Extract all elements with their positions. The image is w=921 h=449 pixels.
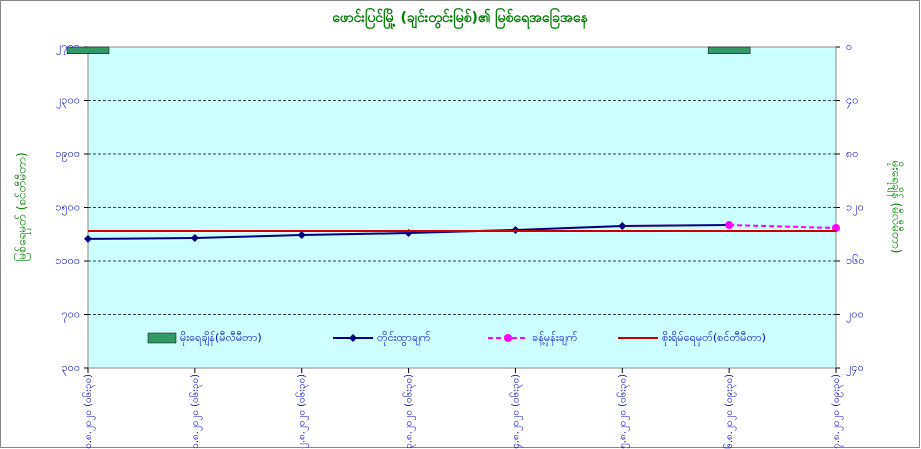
y-tick-label: ၂၃၀၀ bbox=[56, 94, 80, 109]
plot-area bbox=[87, 46, 837, 369]
legend-marker bbox=[504, 334, 512, 342]
point bbox=[725, 221, 734, 230]
y-tick-label: ၁၅၀၀ bbox=[55, 201, 80, 216]
y2-axis-label: မိုးရေချိန် (မီလီမီတာ) bbox=[887, 161, 905, 254]
legend-marker bbox=[349, 334, 357, 342]
legend-label: မိုးရေချိန်(မီလီမီတာ) bbox=[180, 331, 262, 346]
legend-label: တိုင်းထွာချက် bbox=[377, 331, 431, 346]
y2-tick-label: ၁၂၀ bbox=[846, 201, 864, 216]
x-tick-label: ၁၂.၈.၂၀၂၀ (၀၆း၃၀) bbox=[295, 374, 310, 449]
legend-label: ခန့်မှန်းချက် bbox=[532, 331, 578, 346]
point bbox=[190, 233, 199, 242]
point bbox=[832, 223, 840, 232]
legend-swatch bbox=[147, 332, 177, 344]
y2-tick-label: ၂၀၀ bbox=[846, 308, 864, 323]
point bbox=[618, 221, 627, 230]
y2-tick-label: ၄၀ bbox=[846, 94, 858, 109]
y2-tick-label: ၂၄၀ bbox=[846, 361, 864, 376]
y-tick-label: ၁၁၀၀ bbox=[55, 254, 80, 267]
point bbox=[297, 231, 306, 240]
x-tick-label: ၁၀.၈.၂၀၂၀ (၀၆း၃၀) bbox=[81, 374, 96, 449]
x-tick-label: ၁၅.၈.၂၀၂၀ (၀၆း၃၀) bbox=[615, 374, 630, 449]
series-line bbox=[729, 224, 837, 229]
y2-tick-label: ၁၆၀ bbox=[846, 254, 865, 267]
y-tick-label: ၁၉၀၀ bbox=[55, 147, 80, 162]
y2-tick-label: ၈၀ bbox=[846, 147, 858, 160]
rain-bar bbox=[707, 46, 751, 54]
legend-label: စိုးရိမ်ရေမှတ်(စင်တီမီတာ) bbox=[662, 331, 766, 346]
x-tick-label: ၁၇.၈.၂၀၂၀ (၀၉း၃၀) bbox=[831, 374, 844, 449]
chart-title: ဖောင်းပြင်မြို့ (ချင်းတွင်းမြစ်)၏ မြစ်ရေ… bbox=[332, 8, 588, 29]
y2-tick-label: ၀ bbox=[846, 40, 852, 53]
point bbox=[84, 234, 92, 243]
x-tick-label: ၁၁.၈.၂၀၂၀ (၀၆း၃၀) bbox=[188, 374, 203, 449]
y-tick-label: ၃၀၀ bbox=[61, 361, 80, 376]
x-tick-label: ၁၆.၈.၂၀၂၀ (၀၉း၃၀) bbox=[722, 374, 737, 449]
y-axis-label: မြစ်ရေမှတ် (စင်တီမီတာ) bbox=[13, 152, 32, 261]
x-tick-label: ၁၃.၈.၂၀၂၀ (၀၆း၃၀) bbox=[402, 374, 417, 449]
x-tick-label: ၁၄.၈.၂၀၂၀ (၀၆း၃၀) bbox=[508, 374, 523, 449]
rain-bar bbox=[66, 46, 110, 54]
y-tick-label: ၇၀၀ bbox=[61, 308, 80, 323]
